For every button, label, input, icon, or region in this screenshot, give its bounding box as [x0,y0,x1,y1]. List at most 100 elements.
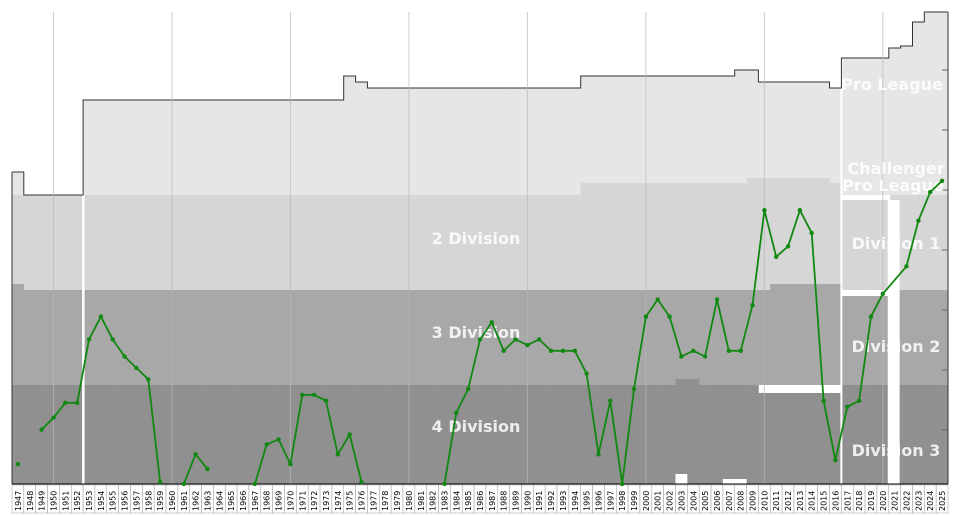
data-point [691,348,696,353]
band-tier-2 [296,195,309,290]
band-tier-1 [580,76,593,195]
data-point [181,481,186,487]
band-tier-2 [817,178,830,290]
band-tier-2 [355,195,368,290]
data-point [86,337,92,342]
band-tier-1 [900,46,913,195]
band-tier-2 [272,195,285,290]
band-tier-2 [379,195,392,290]
band-tier-4 [308,385,321,484]
band-tier-2 [106,195,119,290]
data-point [466,386,471,392]
band-tier-4 [296,385,309,484]
band-tier-3 [782,284,795,385]
data-point [157,479,163,485]
x-tick-cell [935,484,949,514]
band-tier-1 [651,76,664,195]
band-tier-1 [853,58,866,195]
band-tier-1 [841,58,854,195]
band-tier-3 [557,290,570,385]
x-tick-label: 2016 [831,491,840,511]
band-tier-1 [616,76,629,195]
tier-label: Division 3 [852,441,941,460]
band-tier-2 [189,195,202,290]
band-tier-4 [675,379,688,484]
band-tier-4 [130,385,143,484]
band-tier-2 [225,195,238,290]
x-tick-label: 2012 [784,491,793,511]
band-tier-3 [900,290,913,385]
data-point [868,314,874,319]
band-tier-4 [912,385,925,484]
band-tier-1 [485,88,499,195]
band-tier-4 [924,385,937,484]
data-point [39,427,44,432]
band-tier-4 [12,385,25,484]
band-tier-2 [568,195,582,290]
tier-label: 3 Division [432,323,521,342]
band-tier-1 [782,82,795,195]
data-point [347,432,352,437]
band-tier-4 [485,385,499,484]
band-tier-4 [770,393,783,484]
data-point [98,314,104,319]
band-tier-3 [462,290,475,385]
data-point [714,297,720,302]
data-point [608,398,613,403]
band-tier-4 [177,385,191,484]
x-tick-label: 2018 [855,491,864,511]
band-tier-3 [793,284,807,385]
x-tick-label: 1972 [310,491,319,511]
band-tier-2 [71,195,84,290]
band-tier-3 [23,290,36,385]
band-tier-2 [248,195,262,290]
band-tier-3 [71,290,84,385]
x-tick-label: 1948 [26,491,35,511]
band-tier-4 [331,385,345,484]
band-tier-2 [580,183,593,290]
x-tick-label: 1974 [334,491,343,511]
band-tier-4 [533,385,546,484]
x-tick-label: 1990 [523,491,532,511]
data-point [276,437,281,442]
x-tick-label: 1977 [369,491,378,511]
band-tier-3 [391,290,404,385]
data-point [774,254,779,259]
band-tier-1 [154,100,167,195]
data-point [205,466,210,472]
data-point [702,354,708,359]
band-tier-1 [604,76,617,195]
band-tier-1 [509,88,522,195]
band-tier-2 [651,183,664,290]
x-tick-label: 1957 [132,491,141,511]
data-point [880,291,885,296]
x-axis: 1947 1948 1949 1950 1951 1952 1953 1954 1955 1956… [11,483,949,514]
series-0 [15,178,945,487]
gap-1953 [82,195,85,484]
band-tier-2 [130,195,143,290]
x-tick-label: 1981 [417,491,426,511]
band-tier-2 [201,195,214,290]
data-point [762,208,767,213]
x-tick-label: 1988 [500,491,509,511]
band-tier-1 [533,88,546,195]
x-tick-label: 2023 [914,491,923,511]
band-tier-1 [936,12,949,195]
x-tick-label: 2021 [891,491,900,511]
band-tier-2 [734,183,747,290]
band-tier-4 [746,385,759,484]
band-tier-4 [201,385,214,484]
band-tier-4 [900,385,913,484]
band-tier-4 [817,393,830,484]
band-tier-1 [177,100,191,195]
band-tier-2 [746,178,759,290]
band-tier-4 [616,385,629,484]
band-tier-3 [142,290,155,385]
band-tier-1 [83,100,96,195]
band-tier-2 [426,195,439,290]
band-tier-2 [438,195,451,290]
data-point [110,337,115,342]
tier-label: Challenger [847,159,944,178]
band-tier-4 [651,385,664,484]
x-tick-label: 2005 [701,491,710,511]
